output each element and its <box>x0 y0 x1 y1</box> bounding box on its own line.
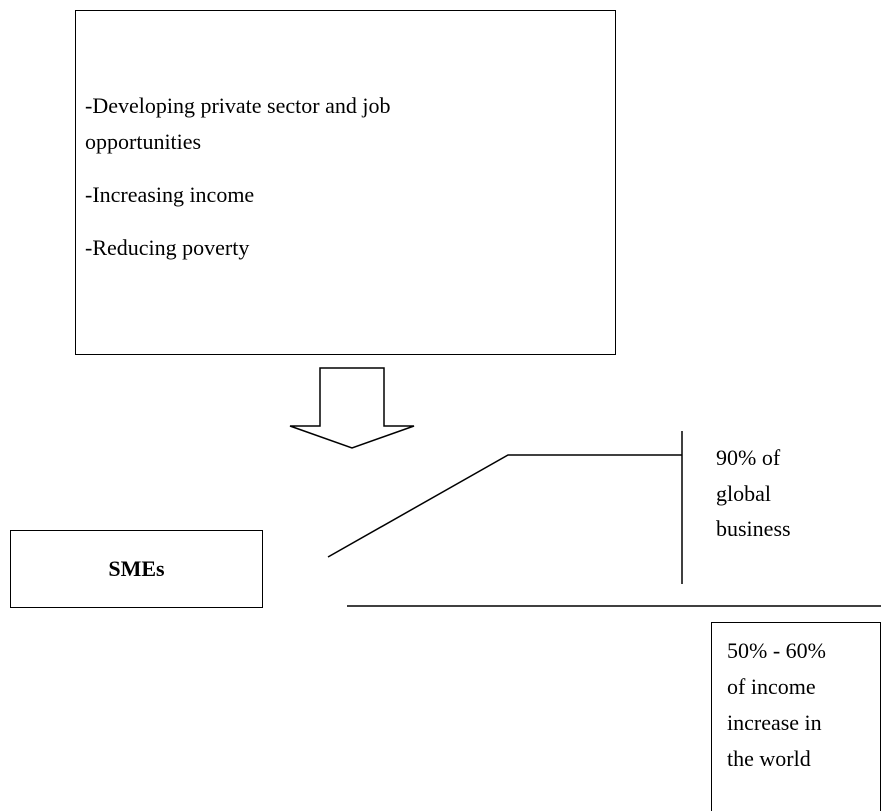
benefits-box: -Developing private sector and job oppor… <box>75 10 616 355</box>
income-note-line: the world <box>727 746 811 771</box>
benefit-line: -Developing private sector and job <box>85 93 391 118</box>
business-note-line: 90% of <box>716 445 781 470</box>
block-arrow-down-icon <box>289 367 415 449</box>
smes-label: SMEs <box>108 556 165 581</box>
benefit-line: -Increasing income <box>85 182 255 207</box>
benefit-line: opportunities <box>85 129 202 154</box>
business-note-line: business <box>716 516 791 541</box>
income-note-line: of income <box>727 674 816 699</box>
smes-box: SMEs <box>10 530 263 608</box>
income-note-line: 50% - 60% <box>727 638 826 663</box>
benefit-line: -Reducing poverty <box>85 235 250 260</box>
income-note-line: increase in <box>727 710 822 735</box>
income-increase-box: 50% - 60% of income increase in the worl… <box>711 622 881 811</box>
business-note-line: global <box>716 481 771 506</box>
upper-connector-line <box>327 454 682 558</box>
